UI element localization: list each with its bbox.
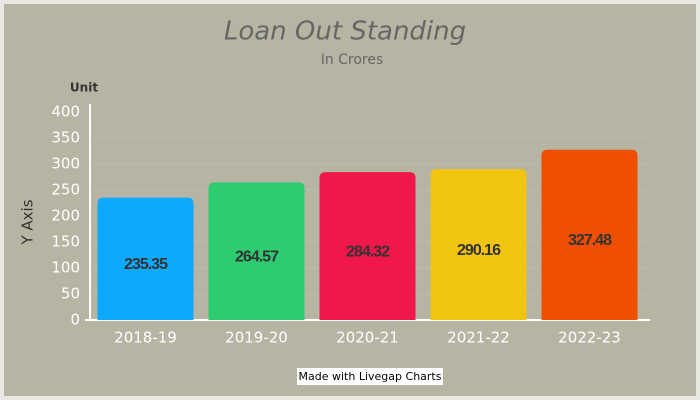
y-tick-label: 0 [70, 311, 80, 329]
unit-label: Unit [70, 81, 98, 95]
x-tick-label: 2021-22 [447, 329, 510, 347]
x-tick-label: 2022-23 [558, 329, 621, 347]
data-label: 290.16 [457, 242, 501, 259]
bar [430, 169, 527, 320]
x-tick-label: 2020-21 [336, 329, 399, 347]
y-tick-label: 50 [61, 285, 80, 303]
y-tick-label: 400 [51, 103, 80, 121]
bar [208, 182, 305, 320]
chart-subtitle: In Crores [321, 52, 384, 68]
x-tick-label: 2018-19 [114, 329, 177, 347]
chart-title: Loan Out Standing [224, 17, 466, 47]
data-label: 264.57 [235, 248, 279, 265]
watermark-box [297, 368, 443, 385]
data-label: 284.32 [346, 243, 390, 260]
y-tick-label: 300 [51, 155, 80, 173]
bar [97, 197, 194, 320]
y-tick-label: 250 [51, 181, 80, 199]
watermark[interactable]: Made with Livegap Charts [299, 370, 442, 383]
bar [541, 149, 638, 320]
y-tick-label: 100 [51, 259, 80, 277]
x-tick-label: 2019-20 [225, 329, 288, 347]
y-axis-label: Y Axis [19, 199, 37, 245]
data-label: 327.48 [568, 232, 612, 249]
data-label: 235.35 [124, 256, 168, 273]
y-tick-label: 150 [51, 233, 80, 251]
y-tick-label: 200 [51, 207, 80, 225]
bar [319, 172, 416, 320]
y-tick-label: 350 [51, 129, 80, 147]
